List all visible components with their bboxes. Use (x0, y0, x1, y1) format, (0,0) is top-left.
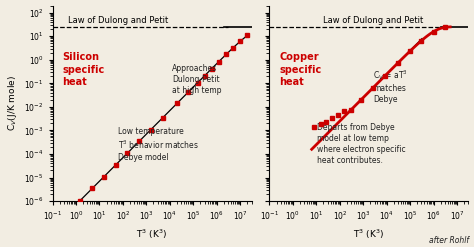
X-axis label: T$^3$ (K$^3$): T$^3$ (K$^3$) (137, 228, 168, 242)
Text: Law of Dulong and Petit: Law of Dulong and Petit (323, 16, 423, 25)
Text: Departs from Debye
model at low temp
where electron specific
heat contributes.: Departs from Debye model at low temp whe… (317, 123, 406, 165)
Text: after Rohlf: after Rohlf (429, 236, 469, 245)
Text: Low temperature
T$^3$ behavior matches
Debye model: Low temperature T$^3$ behavior matches D… (118, 127, 199, 162)
Text: Silicon
specific
heat: Silicon specific heat (63, 52, 105, 87)
Text: Approaches
Dulong-Petit
at high temp: Approaches Dulong-Petit at high temp (172, 64, 221, 95)
Text: Law of Dulong and Petit: Law of Dulong and Petit (68, 16, 168, 25)
Y-axis label: C$_V$(J/K mole): C$_V$(J/K mole) (6, 75, 18, 131)
Text: Copper
specific
heat: Copper specific heat (279, 52, 322, 87)
Text: C$_V$ = aT$^3$
matches
Debye: C$_V$ = aT$^3$ matches Debye (373, 68, 408, 104)
X-axis label: T$^3$ (K$^3$): T$^3$ (K$^3$) (353, 228, 384, 242)
